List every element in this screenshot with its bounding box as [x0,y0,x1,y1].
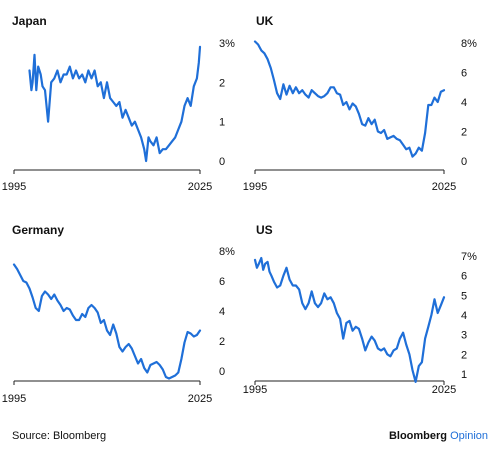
series-line [253,40,446,158]
y-tick-label: 7% [461,251,477,263]
y-tick-label: 6 [219,276,225,288]
series-line [12,263,202,380]
x-tick-label: 1995 [243,181,267,193]
brand-name: Bloomberg [388,430,448,442]
series-line [28,45,202,163]
x-tick-label: 1995 [243,384,267,396]
y-tick-label: 2 [461,127,467,139]
panel-title: Japan [12,14,47,28]
x-tick-label: 1995 [2,181,26,193]
x-tick-label: 2025 [188,181,212,193]
y-tick-label: 8% [461,38,477,50]
chart-panel-us: US 1995 2025 1 2 3 4 5 6 7% [243,223,477,396]
x-tick-label: 2025 [432,181,456,193]
x-tick-label: 1995 [2,393,26,405]
y-tick-label: 1 [461,369,467,381]
x-tick-label: 2025 [432,384,456,396]
y-tick-label: 0 [461,156,467,168]
y-tick-label: 3 [461,330,467,342]
panel-title: US [256,223,273,237]
y-tick-label: 2 [461,349,467,361]
source-note: Source: Bloomberg [12,430,107,442]
y-tick-label: 3% [219,38,235,50]
y-tick-label: 2 [219,77,225,89]
chart-panel-japan: Japan 1995 2025 0 1 2 3% [2,14,235,193]
brand-logo: Bloomberg Opinion [389,430,488,442]
y-tick-label: 0 [219,366,225,378]
y-tick-label: 0 [219,156,225,168]
chart-panel-germany: Germany 1995 2025 0 2 4 6 8% [2,223,235,405]
y-tick-label: 6 [461,271,467,283]
y-tick-label: 4 [461,310,467,322]
y-tick-label: 6 [461,68,467,80]
brand-suffix: Opinion [450,430,488,442]
y-tick-label: 1 [219,117,225,129]
y-tick-label: 4 [219,306,225,318]
y-tick-label: 4 [461,97,467,109]
y-tick-label: 5 [461,290,467,302]
panel-title: UK [256,14,274,28]
y-tick-label: 8% [219,246,235,258]
x-tick-label: 2025 [188,393,212,405]
chart-panel-uk: UK 1995 2025 0 2 4 6 8% [243,14,477,193]
series-line [253,256,446,383]
y-tick-label: 2 [219,336,225,348]
panel-title: Germany [12,223,64,237]
